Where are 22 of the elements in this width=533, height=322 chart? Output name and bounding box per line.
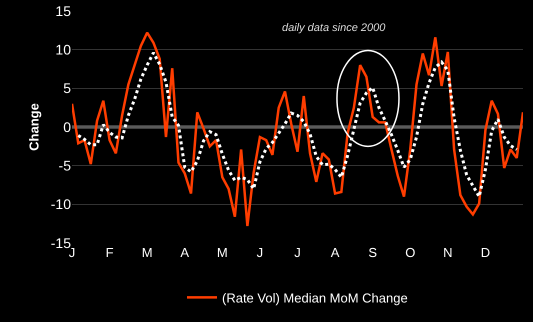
annotation: daily data since 2000 bbox=[282, 22, 386, 34]
x-tick-label: M bbox=[142, 245, 153, 260]
y-tick-label: 5 bbox=[63, 80, 72, 96]
y-tick-label: -10 bbox=[50, 196, 72, 212]
y-axis-title: Change bbox=[26, 103, 42, 151]
legend-label: (Rate Vol) Median MoM Change bbox=[222, 290, 408, 306]
x-tick-label: J bbox=[294, 245, 301, 260]
y-tick-label: 10 bbox=[55, 42, 72, 58]
y-tick-label: 15 bbox=[55, 2, 72, 19]
x-tick-label: A bbox=[180, 245, 190, 260]
y-tick-label: -15 bbox=[50, 234, 72, 251]
x-tick-label: M bbox=[216, 245, 228, 260]
x-tick-label: J bbox=[256, 245, 264, 260]
x-tick-label: D bbox=[480, 245, 490, 260]
x-tick-label: A bbox=[330, 245, 340, 260]
y-tick-label: 0 bbox=[63, 118, 72, 135]
x-tick-label: O bbox=[405, 245, 416, 260]
x-tick-label: S bbox=[368, 245, 378, 260]
y-tick-label: -5 bbox=[58, 158, 72, 174]
line-series bbox=[76, 51, 518, 198]
x-tick-label: N bbox=[443, 245, 453, 260]
x-tick-label: F bbox=[106, 245, 114, 260]
